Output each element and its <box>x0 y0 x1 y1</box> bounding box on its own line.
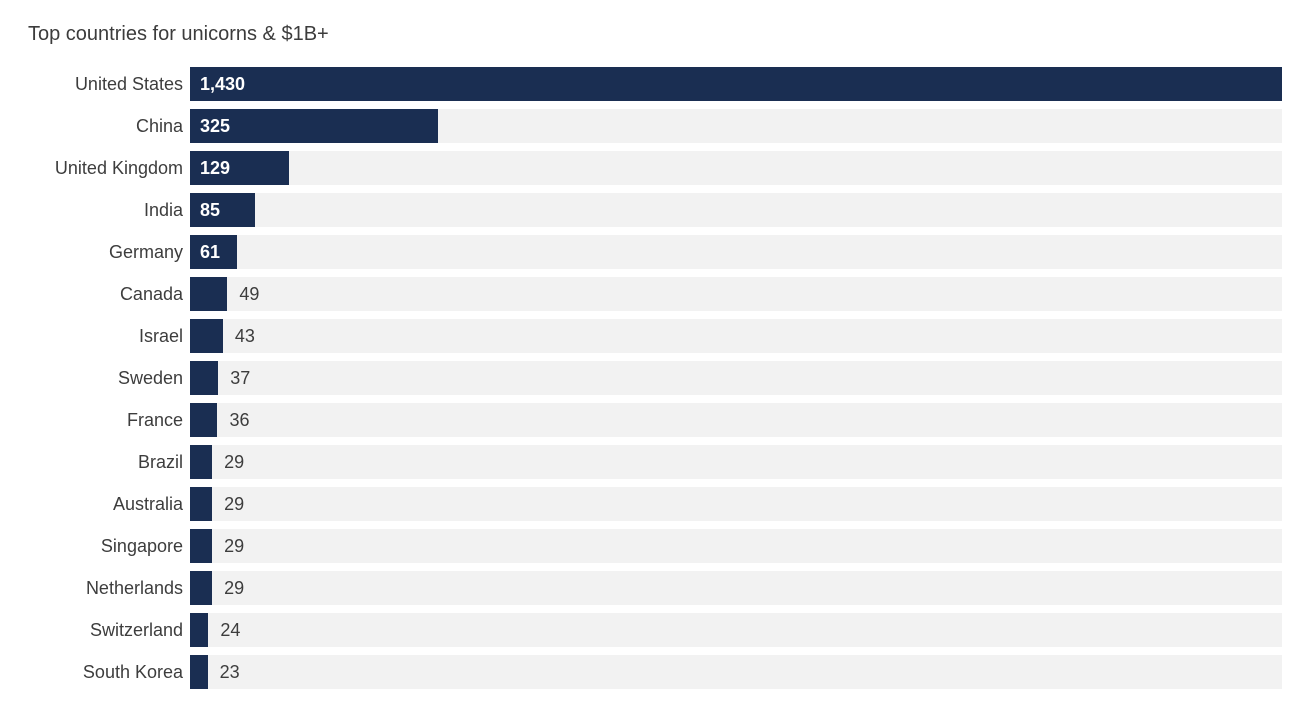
bar: 85 <box>190 193 255 227</box>
bar-value-outside: 49 <box>239 283 260 304</box>
chart-title: Top countries for unicorns & $1B+ <box>28 23 329 45</box>
bar-value-outside: 29 <box>224 493 245 514</box>
bar-track: 37 <box>190 361 1282 395</box>
row-label: Netherlands <box>85 577 183 598</box>
bar-row: United States 1,430 <box>28 67 1282 101</box>
bar-track: 61 <box>190 235 1282 269</box>
row-label: France <box>126 409 183 430</box>
bar-row: Brazil 29 <box>28 445 1282 479</box>
bar-value-outside: 29 <box>224 535 245 556</box>
row-label: Brazil <box>137 451 183 472</box>
bar-track: 36 <box>190 403 1282 437</box>
row-label: South Korea <box>82 661 183 682</box>
bar-row: Israel 43 <box>28 319 1282 353</box>
row-label: Singapore <box>100 535 183 556</box>
bar-track: 43 <box>190 319 1282 353</box>
row-label: China <box>135 115 183 136</box>
row-label: Australia <box>112 493 183 514</box>
bar-track: 325 <box>190 109 1282 143</box>
row-label: India <box>143 199 183 220</box>
bar <box>190 319 223 353</box>
row-label: Germany <box>108 241 183 262</box>
bar-value-inside: 129 <box>200 157 231 178</box>
bar: 129 <box>190 151 289 185</box>
bar-value-inside: 61 <box>200 241 221 262</box>
row-label: Sweden <box>117 367 183 388</box>
bar: 61 <box>190 235 237 269</box>
bar-track: 23 <box>190 655 1282 689</box>
bar-row: Switzerland 24 <box>28 613 1282 647</box>
bar-value-inside: 85 <box>200 199 221 220</box>
bar-track: 1,430 <box>190 67 1282 101</box>
bar <box>190 571 213 605</box>
bar-row: China 325 <box>28 109 1282 143</box>
bar <box>190 529 213 563</box>
bar-track: 85 <box>190 193 1282 227</box>
bar-value-inside: 1,430 <box>200 73 246 94</box>
bar <box>190 277 228 311</box>
bar-value-outside: 36 <box>229 409 250 430</box>
bar-value-outside: 43 <box>234 325 255 346</box>
bar-row: Sweden 37 <box>28 361 1282 395</box>
bar-value-outside: 37 <box>230 367 251 388</box>
bar-rows: United States 1,430 China 325 United Kin… <box>28 67 1282 689</box>
bar-track: 29 <box>190 529 1282 563</box>
bar <box>190 613 209 647</box>
bar <box>190 445 213 479</box>
bar-row: South Korea 23 <box>28 655 1282 689</box>
bar-value-outside: 29 <box>224 451 245 472</box>
bar-value-outside: 23 <box>219 661 240 682</box>
bar-track: 129 <box>190 151 1282 185</box>
bar-row: United Kingdom 129 <box>28 151 1282 185</box>
bar-value-outside: 24 <box>220 619 241 640</box>
bar-row: India 85 <box>28 193 1282 227</box>
bar-row: Singapore 29 <box>28 529 1282 563</box>
bar-row: Canada 49 <box>28 277 1282 311</box>
bar: 325 <box>190 109 439 143</box>
bar-value-outside: 29 <box>224 577 245 598</box>
bar <box>190 655 208 689</box>
row-label: Switzerland <box>89 619 183 640</box>
bar-row: Netherlands 29 <box>28 571 1282 605</box>
bar: 1,430 <box>190 67 1282 101</box>
row-label: Canada <box>119 283 183 304</box>
bar-track: 24 <box>190 613 1282 647</box>
bar-row: Australia 29 <box>28 487 1282 521</box>
bar-track: 29 <box>190 487 1282 521</box>
row-label: United States <box>74 73 183 94</box>
bar <box>190 403 218 437</box>
bar-row: Germany 61 <box>28 235 1282 269</box>
bar-track: 49 <box>190 277 1282 311</box>
bar-value-inside: 325 <box>200 115 231 136</box>
bar <box>190 487 213 521</box>
bar-track: 29 <box>190 571 1282 605</box>
row-label: Israel <box>138 325 183 346</box>
row-label: United Kingdom <box>54 157 183 178</box>
bar <box>190 361 219 395</box>
bar-row: France 36 <box>28 403 1282 437</box>
bar-track: 29 <box>190 445 1282 479</box>
